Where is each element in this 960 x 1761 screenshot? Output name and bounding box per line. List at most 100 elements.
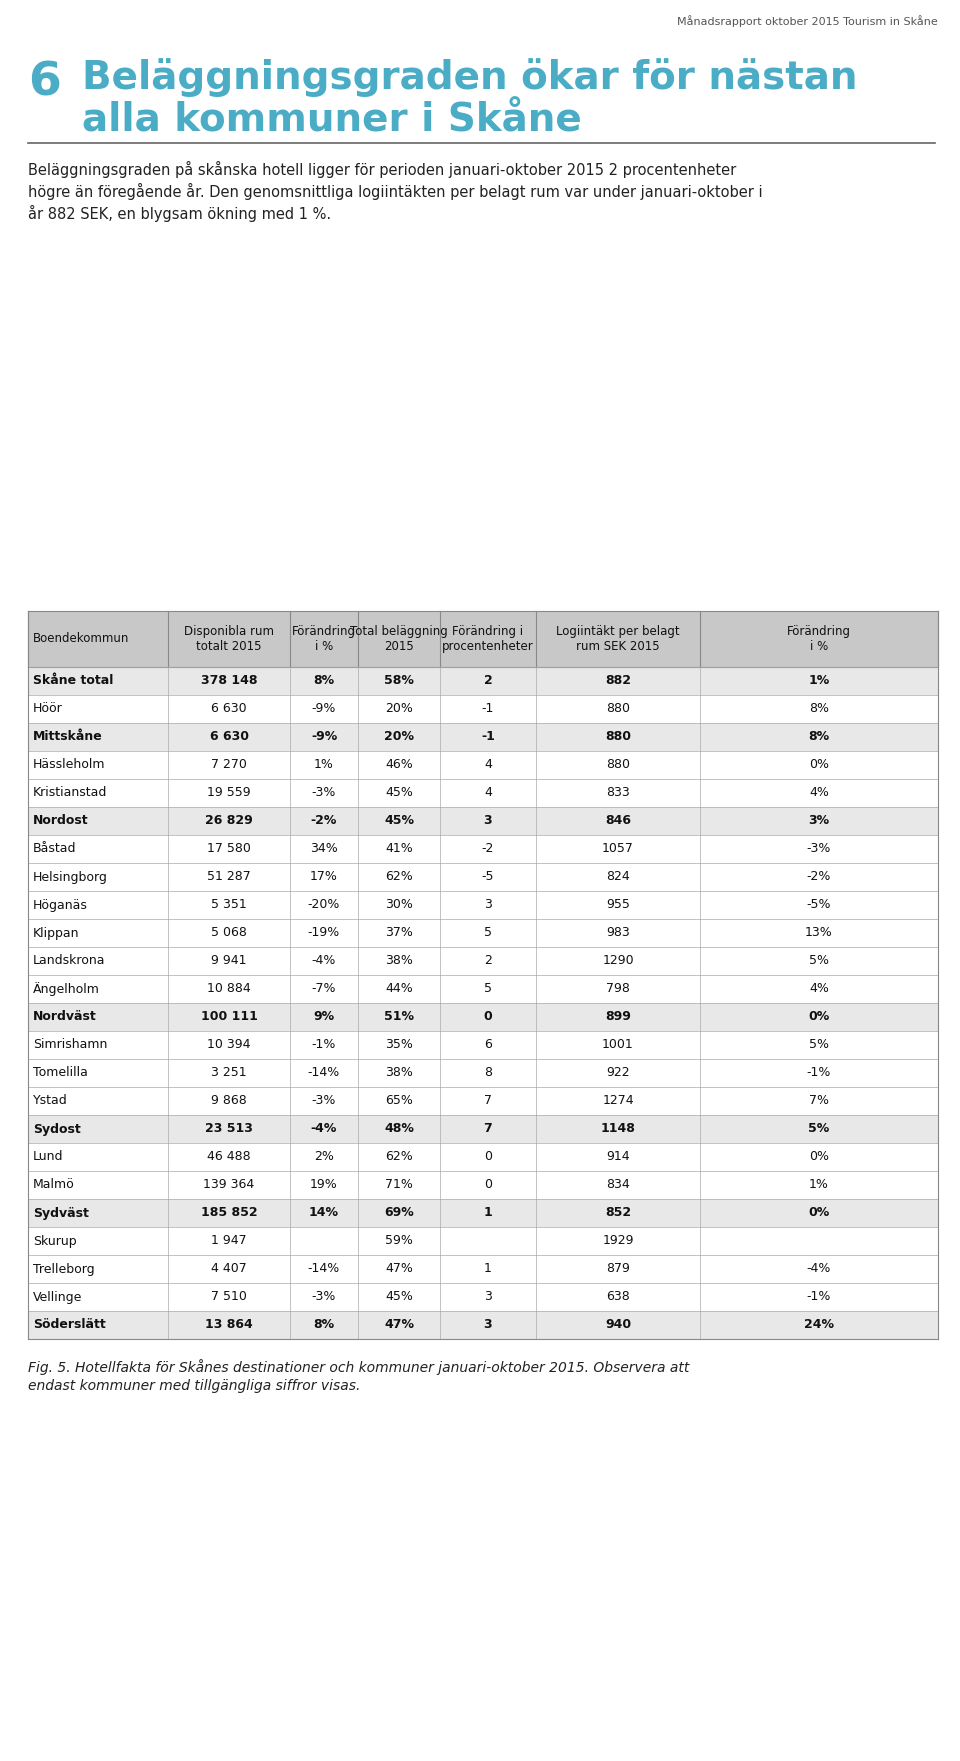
Text: Sydväst: Sydväst [33,1206,89,1220]
Text: 940: 940 [605,1319,631,1331]
Text: 1057: 1057 [602,842,634,856]
Bar [28,667,938,696]
Text: -7%: -7% [312,983,336,995]
Text: -3%: -3% [312,1095,336,1108]
Bar [28,750,938,778]
Text: 4: 4 [484,759,492,771]
Text: 10 884: 10 884 [207,983,251,995]
Text: 880: 880 [606,759,630,771]
Text: -4%: -4% [806,1263,831,1275]
Text: 955: 955 [606,898,630,912]
Text: Förändring
i %: Förändring i % [292,625,356,653]
Text: 5: 5 [484,983,492,995]
Text: 0%: 0% [809,1150,829,1164]
Text: 4%: 4% [809,983,828,995]
Text: -4%: -4% [312,954,336,967]
Text: 45%: 45% [385,1291,413,1303]
Text: 1: 1 [484,1206,492,1220]
Bar [28,863,938,891]
Text: 1148: 1148 [601,1122,636,1136]
Text: -4%: -4% [311,1122,337,1136]
Text: -2%: -2% [806,870,831,884]
Text: 17 580: 17 580 [207,842,251,856]
Text: -3%: -3% [312,1291,336,1303]
Text: -2: -2 [482,842,494,856]
Text: 7 270: 7 270 [211,759,247,771]
Text: 62%: 62% [385,870,413,884]
Text: 47%: 47% [384,1319,414,1331]
Text: 30%: 30% [385,898,413,912]
Text: 8: 8 [484,1067,492,1079]
Text: Total beläggning
2015: Total beläggning 2015 [350,625,448,653]
Text: 0%: 0% [809,759,829,771]
Text: Beläggningsgraden på skånska hotell ligger för perioden januari-oktober 2015 2 p: Beläggningsgraden på skånska hotell ligg… [28,160,736,178]
Text: 38%: 38% [385,954,413,967]
Bar [28,976,938,1004]
Text: -5%: -5% [806,898,831,912]
Text: 1274: 1274 [602,1095,634,1108]
Text: 922: 922 [606,1067,630,1079]
Text: 17%: 17% [310,870,338,884]
Text: 13%: 13% [805,926,833,940]
Bar [28,891,938,919]
Text: -9%: -9% [311,731,337,743]
Text: Båstad: Båstad [33,842,77,856]
Text: 20%: 20% [385,703,413,715]
Bar [28,1030,938,1058]
Text: 4 407: 4 407 [211,1263,247,1275]
Text: 0: 0 [484,1011,492,1023]
Text: 0%: 0% [808,1011,829,1023]
Text: -5: -5 [482,870,494,884]
Text: 846: 846 [605,815,631,828]
Text: 1%: 1% [314,759,334,771]
Text: 185 852: 185 852 [201,1206,257,1220]
Text: Höör: Höör [33,703,62,715]
Text: 3 251: 3 251 [211,1067,247,1079]
Text: 19%: 19% [310,1178,338,1192]
Text: 6: 6 [484,1039,492,1051]
Text: 879: 879 [606,1263,630,1275]
Text: 34%: 34% [310,842,338,856]
Text: 47%: 47% [385,1263,413,1275]
Text: 3: 3 [484,1319,492,1331]
Text: 58%: 58% [384,674,414,687]
Bar [28,1227,938,1256]
Text: 833: 833 [606,787,630,799]
Text: -20%: -20% [308,898,340,912]
Bar [28,724,938,750]
Text: 5%: 5% [808,1122,829,1136]
Text: Månadsrapport oktober 2015 Tourism in Skåne: Månadsrapport oktober 2015 Tourism in Sk… [677,16,938,26]
Text: Disponibla rum
totalt 2015: Disponibla rum totalt 2015 [184,625,274,653]
Bar [28,1115,938,1143]
Text: 0: 0 [484,1178,492,1192]
Text: 44%: 44% [385,983,413,995]
Text: Boendekommun: Boendekommun [33,632,130,646]
Text: 2%: 2% [314,1150,334,1164]
Text: Trelleborg: Trelleborg [33,1263,95,1275]
Text: 5%: 5% [809,954,829,967]
Text: 1%: 1% [808,674,829,687]
Text: Förändring i
procentenheter: Förändring i procentenheter [443,625,534,653]
Text: Höganäs: Höganäs [33,898,88,912]
Text: 5: 5 [484,926,492,940]
Text: 26 829: 26 829 [205,815,252,828]
Text: Skåne total: Skåne total [33,674,113,687]
Text: alla kommuner i Skåne: alla kommuner i Skåne [82,102,582,141]
Text: -3%: -3% [312,787,336,799]
Text: -1%: -1% [806,1291,831,1303]
Text: Nordost: Nordost [33,815,88,828]
Text: 7: 7 [484,1122,492,1136]
Text: 69%: 69% [384,1206,414,1220]
Text: Nordväst: Nordväst [33,1011,97,1023]
Text: Kristianstad: Kristianstad [33,787,108,799]
Text: 7 510: 7 510 [211,1291,247,1303]
Text: Landskrona: Landskrona [33,954,106,967]
Text: 7%: 7% [809,1095,829,1108]
Text: 37%: 37% [385,926,413,940]
Text: Söderslätt: Söderslätt [33,1319,106,1331]
Text: 71%: 71% [385,1178,413,1192]
Text: 14%: 14% [309,1206,339,1220]
Text: Tomelilla: Tomelilla [33,1067,88,1079]
Text: 983: 983 [606,926,630,940]
Text: 0: 0 [484,1150,492,1164]
